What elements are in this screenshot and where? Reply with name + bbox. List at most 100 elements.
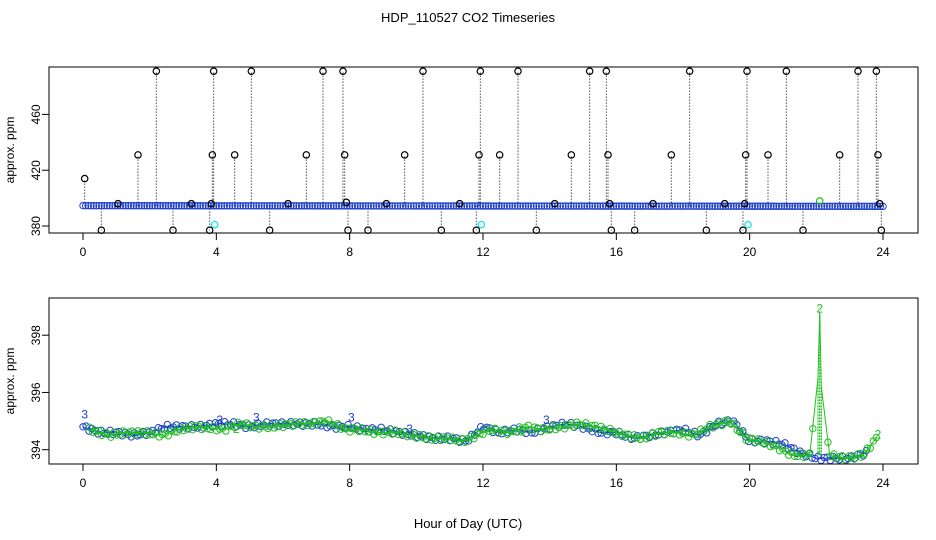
baseline-point — [628, 202, 637, 210]
top-y-tick-label: 420 — [29, 160, 43, 180]
baseline-point — [295, 202, 303, 210]
baseline-point — [423, 202, 431, 210]
series-3-point — [269, 419, 277, 427]
baseline-point — [729, 202, 738, 210]
baseline-point — [580, 202, 589, 210]
baseline-point — [519, 202, 527, 210]
baseline-point — [129, 202, 138, 210]
spike-point — [284, 199, 292, 208]
baseline-point — [588, 202, 597, 210]
series-2-point — [588, 421, 596, 430]
series-2-point — [509, 427, 517, 436]
baseline-point — [79, 201, 87, 210]
baseline-point — [833, 202, 842, 211]
baseline-point — [617, 202, 626, 210]
baseline-point — [364, 202, 373, 210]
baseline-point — [535, 202, 543, 210]
baseline-point — [212, 202, 221, 210]
baseline-point — [252, 202, 261, 210]
baseline-point — [409, 202, 418, 210]
spike-point — [495, 151, 504, 159]
baseline-point — [209, 202, 218, 210]
baseline-point — [137, 202, 146, 210]
baseline-point — [625, 202, 634, 210]
series-2-point — [772, 441, 781, 449]
bottom-x-tick-label: 4 — [213, 476, 220, 490]
baseline-point — [855, 202, 863, 211]
spike-point — [342, 198, 351, 207]
baseline-point — [569, 202, 578, 210]
series-3-point — [437, 435, 446, 443]
baseline-point — [281, 202, 290, 210]
baseline-point — [377, 202, 386, 210]
baseline-point — [799, 202, 807, 210]
baseline-point — [823, 202, 831, 211]
series-2-point — [542, 426, 551, 434]
spike-point — [604, 151, 612, 159]
spike-point — [550, 199, 559, 208]
spike-point — [743, 67, 751, 75]
baseline-point — [257, 202, 266, 210]
baseline-point — [577, 202, 586, 210]
baseline-point — [689, 202, 698, 210]
baseline-point — [407, 202, 415, 210]
baseline-point — [324, 202, 333, 210]
series-2-point — [824, 438, 832, 446]
baseline-point — [460, 202, 469, 210]
baseline-point — [697, 202, 706, 210]
baseline-point — [183, 202, 191, 210]
baseline-point — [756, 202, 765, 210]
baseline-point — [615, 202, 623, 210]
top-y-axis: 380 420 460 — [29, 104, 49, 236]
baseline-point — [180, 202, 189, 210]
spike-point — [339, 67, 347, 75]
baseline-point — [463, 202, 471, 210]
baseline-point — [447, 202, 455, 210]
spike-point — [475, 151, 483, 159]
baseline-point — [175, 202, 183, 210]
baseline-point — [95, 201, 103, 210]
flag1-point — [477, 220, 486, 229]
baseline-point — [415, 202, 423, 210]
baseline-point — [84, 201, 93, 210]
series-2-point — [476, 429, 484, 438]
bottom-x-tick-label: 8 — [346, 476, 353, 490]
spike-point — [134, 151, 142, 159]
baseline-point — [329, 202, 338, 210]
baseline-point — [564, 202, 573, 210]
spike-point — [764, 151, 772, 159]
level-marker-label: 2 — [816, 302, 823, 316]
baseline-point — [828, 202, 837, 211]
baseline-point — [775, 202, 783, 210]
level-marker-label: 3 — [543, 413, 550, 427]
spike-point — [247, 67, 256, 75]
baseline-point — [668, 202, 677, 210]
baseline-point — [537, 202, 546, 210]
baseline-point — [711, 202, 719, 210]
baseline-point — [772, 202, 781, 210]
flag1-point — [210, 220, 219, 229]
baseline-point — [529, 202, 538, 210]
baseline-point — [124, 201, 133, 210]
baseline-point — [300, 202, 309, 210]
baseline-point — [543, 202, 551, 210]
series-2-point — [678, 429, 687, 438]
baseline-point — [801, 202, 810, 210]
baseline-point — [177, 202, 186, 210]
top-y-tick-label: 460 — [29, 104, 43, 124]
series-2-point — [439, 433, 448, 441]
level-marker-label: 2 — [233, 422, 240, 436]
baseline-point — [172, 202, 181, 210]
baseline-point — [700, 202, 709, 210]
series-2-point — [654, 428, 663, 436]
series-2-point — [739, 429, 747, 437]
spike-point — [114, 199, 122, 208]
flag1-point — [744, 220, 752, 229]
baseline-point — [679, 202, 687, 210]
series-2-point — [479, 430, 487, 439]
spike-point — [382, 199, 391, 208]
baseline-point — [89, 201, 98, 210]
x-axis-label: Hour of Day (UTC) — [414, 516, 522, 531]
